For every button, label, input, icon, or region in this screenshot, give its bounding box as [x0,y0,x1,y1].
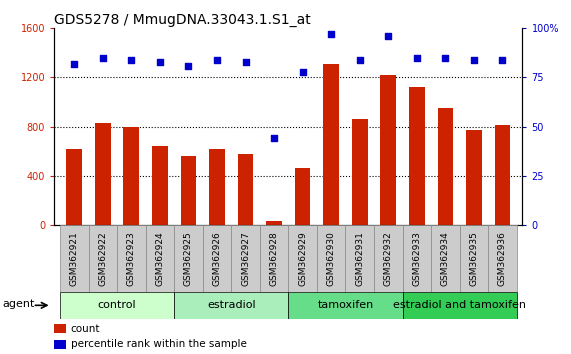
Bar [231,225,260,292]
Bar [431,225,460,292]
Bar [380,75,396,225]
Bar [203,225,231,292]
Text: percentile rank within the sample: percentile rank within the sample [71,339,247,349]
Text: GDS5278 / MmugDNA.33043.1.S1_at: GDS5278 / MmugDNA.33043.1.S1_at [54,13,311,27]
Text: control: control [98,300,136,310]
Bar [288,292,403,319]
Text: agent: agent [3,299,35,309]
Bar [174,292,288,319]
Point [327,32,336,37]
Text: GSM362933: GSM362933 [412,231,421,286]
Bar [403,225,431,292]
Bar [374,225,403,292]
Bar [460,225,488,292]
Bar [352,119,368,225]
Bar [317,225,345,292]
Bar [180,156,196,225]
Text: GSM362923: GSM362923 [127,231,136,286]
Bar [95,123,111,225]
Text: GSM362928: GSM362928 [270,231,279,286]
Text: count: count [71,324,100,333]
Point [498,57,507,63]
Bar [266,221,282,225]
Bar [238,154,254,225]
Text: GSM362931: GSM362931 [355,231,364,286]
Bar [54,340,66,349]
Bar [123,126,139,225]
Point [98,55,107,61]
Bar [146,225,174,292]
Text: GSM362927: GSM362927 [241,231,250,286]
Bar [152,146,168,225]
Bar [295,168,311,225]
Point [241,59,250,64]
Point [355,57,364,63]
Text: GSM362922: GSM362922 [98,231,107,286]
Point [155,59,164,64]
Point [127,57,136,63]
Text: GSM362936: GSM362936 [498,231,507,286]
Point [298,69,307,74]
Bar [174,225,203,292]
Text: estradiol and tamoxifen: estradiol and tamoxifen [393,300,526,310]
Point [184,63,193,68]
Bar [288,225,317,292]
Point [70,61,79,67]
Point [212,57,222,63]
Bar [494,125,510,225]
Text: GSM362935: GSM362935 [469,231,478,286]
Bar [60,292,174,319]
Bar [209,149,225,225]
Text: GSM362930: GSM362930 [327,231,336,286]
Bar [66,149,82,225]
Bar [54,324,66,333]
Text: GSM362934: GSM362934 [441,231,450,286]
Text: tamoxifen: tamoxifen [317,300,373,310]
Bar [117,225,146,292]
Text: GSM362926: GSM362926 [212,231,222,286]
Point [412,55,421,61]
Point [384,33,393,39]
Text: estradiol: estradiol [207,300,256,310]
Text: GSM362932: GSM362932 [384,231,393,286]
Bar [89,225,117,292]
Point [270,136,279,141]
Text: GSM362924: GSM362924 [155,231,164,286]
Bar [466,130,482,225]
Point [469,57,478,63]
Point [441,55,450,61]
Bar [323,64,339,225]
Bar [60,225,89,292]
Bar [437,108,453,225]
Text: GSM362921: GSM362921 [70,231,79,286]
Text: GSM362929: GSM362929 [298,231,307,286]
Bar [409,87,425,225]
Bar [345,225,374,292]
Text: GSM362925: GSM362925 [184,231,193,286]
Bar [403,292,517,319]
Bar [260,225,288,292]
Bar [488,225,517,292]
